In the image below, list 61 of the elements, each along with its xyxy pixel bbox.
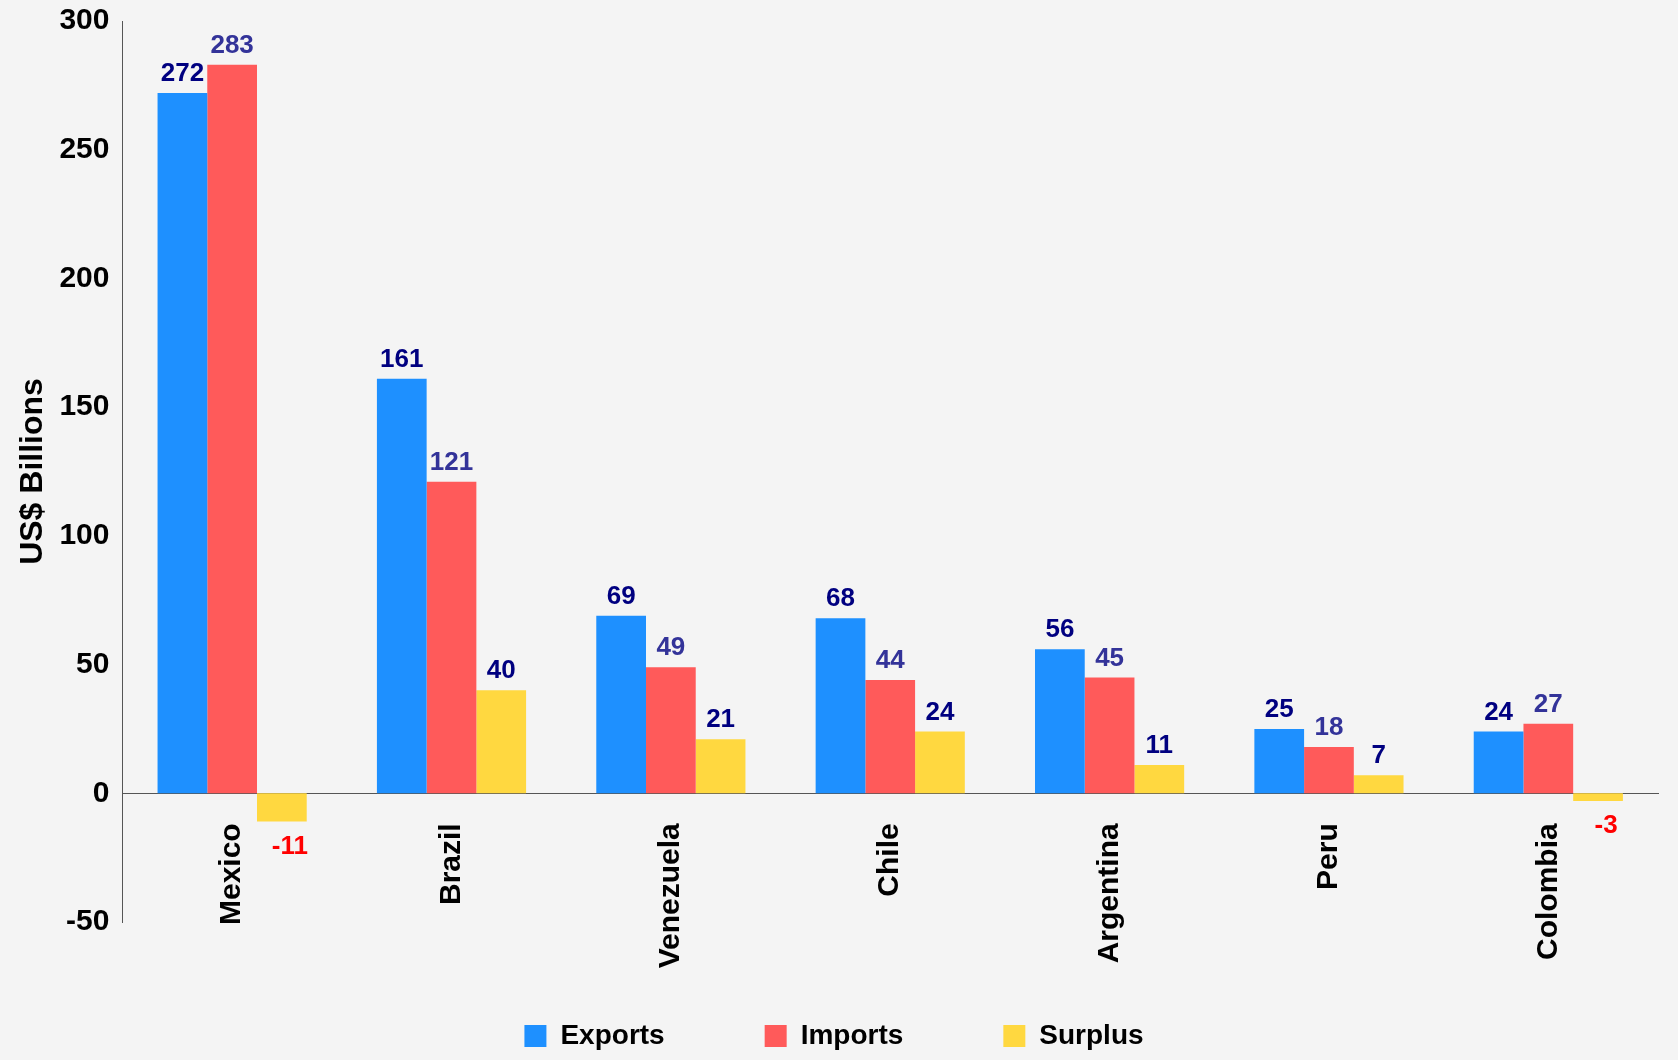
bar (1353, 775, 1404, 794)
bar (426, 481, 477, 794)
bar (1035, 649, 1085, 794)
bar (476, 690, 527, 794)
y-axis-title: US$ Billions (13, 378, 50, 565)
x-tick-label: Argentina (1090, 822, 1124, 964)
data-label: 121 (429, 445, 474, 476)
x-tick-label: Venezuela (652, 822, 686, 969)
bar (1304, 746, 1354, 794)
y-tick-label: 200 (59, 259, 110, 293)
data-label: -11 (271, 829, 308, 860)
x-tick-label: Colombia (1529, 822, 1563, 960)
data-label: 68 (826, 582, 855, 613)
legend-label: Exports (560, 1018, 665, 1050)
data-label: 24 (1484, 695, 1514, 726)
bar (815, 618, 866, 794)
bar (865, 680, 916, 794)
data-label: 49 (656, 631, 686, 662)
y-tick-label: 300 (59, 2, 110, 36)
y-tick-label: 100 (59, 517, 110, 551)
x-tick-label: Mexico (213, 823, 247, 925)
bar (157, 93, 208, 794)
bar (915, 731, 965, 794)
x-tick-label: Peru (1310, 823, 1344, 890)
x-tick-label: Brazil (432, 823, 466, 905)
data-label: 18 (1314, 711, 1344, 742)
data-label: 25 (1264, 693, 1294, 724)
bar (596, 615, 646, 794)
data-label: 161 (380, 343, 424, 373)
data-label: 7 (1371, 739, 1386, 770)
y-tick-label: 0 (92, 774, 110, 808)
legend-label: Surplus (1039, 1018, 1144, 1050)
data-label: 44 (875, 644, 906, 675)
bar (1573, 793, 1623, 802)
bar (1134, 764, 1185, 794)
data-label: 24 (925, 695, 955, 726)
legend-label: Imports (800, 1018, 904, 1050)
bar (1473, 731, 1524, 794)
y-tick-label: -50 (66, 903, 110, 937)
x-tick-label: Chile (871, 823, 905, 897)
y-tick-label: 250 (59, 130, 110, 164)
y-tick-label: 50 (76, 645, 110, 679)
data-label: 27 (1533, 687, 1563, 718)
data-label: 21 (706, 703, 736, 734)
data-label: 283 (210, 28, 254, 59)
data-label: 56 (1045, 613, 1075, 644)
bar (1254, 728, 1305, 794)
bar (1523, 723, 1574, 794)
data-label: 272 (160, 57, 205, 88)
data-label: 40 (486, 654, 516, 685)
bar (646, 667, 696, 794)
bar (1084, 677, 1135, 794)
data-label: 69 (606, 579, 636, 610)
bar (695, 739, 746, 794)
y-tick-label: 150 (59, 388, 110, 422)
bar (207, 64, 257, 794)
bar (376, 378, 427, 794)
data-label: 11 (1145, 729, 1174, 760)
data-label: 45 (1095, 641, 1125, 672)
bar (257, 793, 307, 822)
data-label: -3 (1594, 809, 1618, 840)
